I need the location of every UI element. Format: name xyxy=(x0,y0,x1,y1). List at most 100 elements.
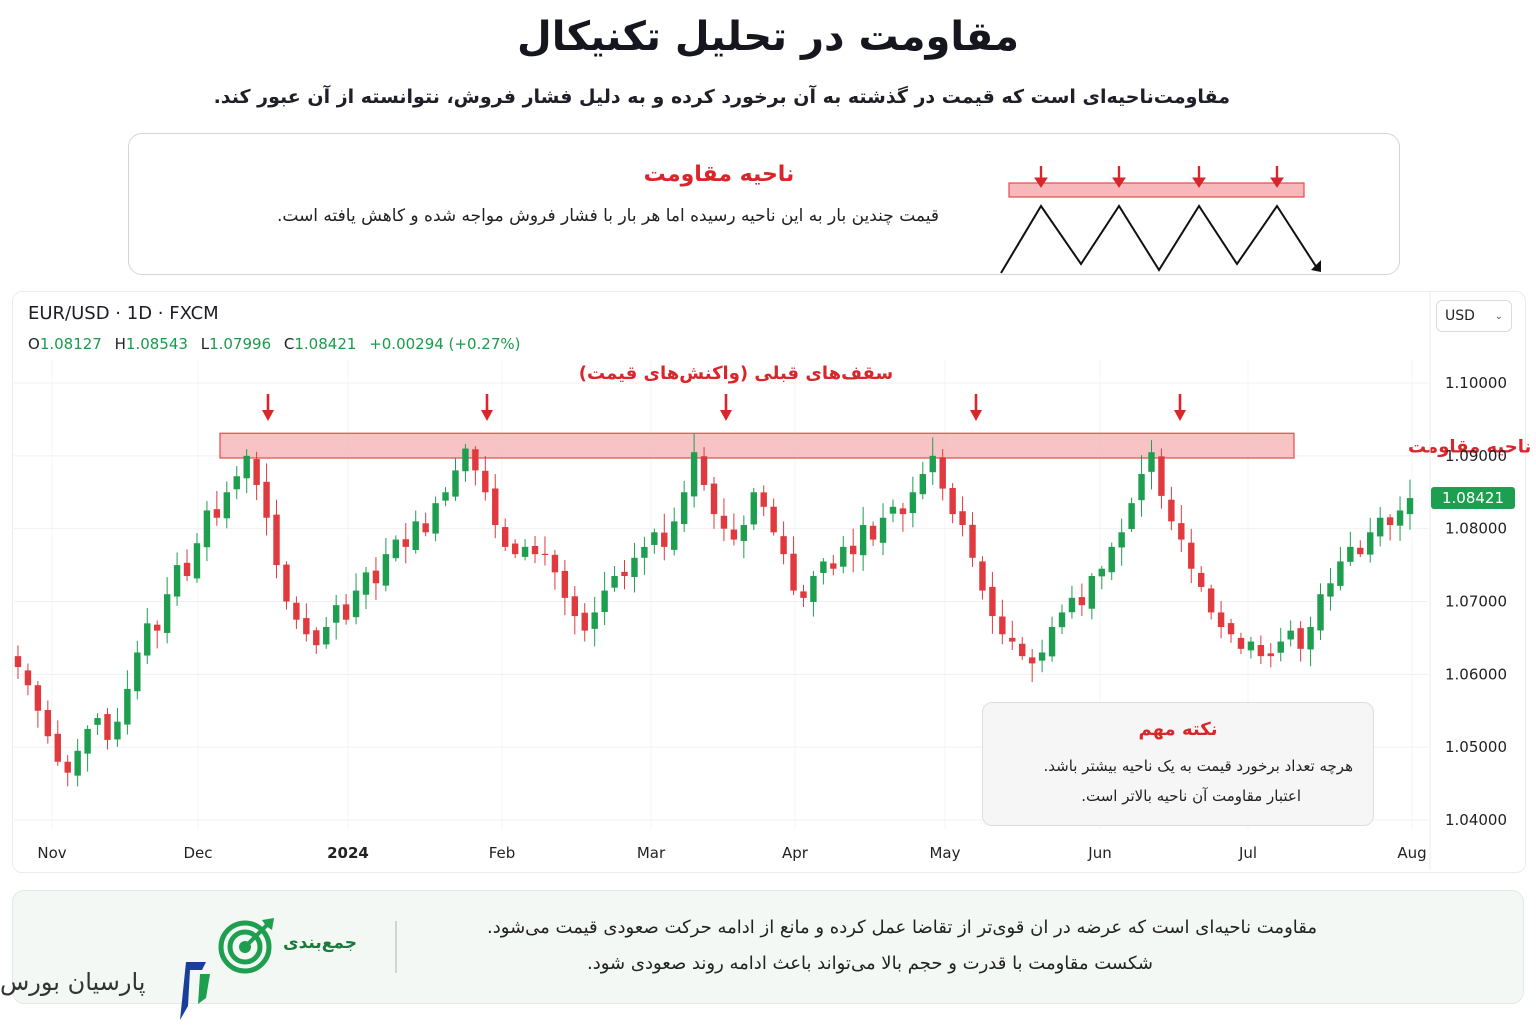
candle xyxy=(1078,583,1086,616)
candle-body xyxy=(462,448,469,472)
open-label: O xyxy=(28,335,40,353)
candle xyxy=(442,487,449,507)
candle-body xyxy=(750,492,757,525)
candle-body xyxy=(342,604,350,620)
candle xyxy=(690,433,698,508)
candle xyxy=(74,738,81,787)
candle xyxy=(1009,620,1016,650)
peak-arrow-icon xyxy=(970,394,982,421)
candle-body xyxy=(979,561,986,591)
candle-body xyxy=(1068,597,1076,613)
candle-body xyxy=(1287,630,1294,640)
currency-select[interactable]: USD ⌄ xyxy=(1436,300,1512,332)
candle xyxy=(611,566,618,592)
candle xyxy=(511,539,519,559)
x-tick-label: Nov xyxy=(37,844,66,862)
candle xyxy=(253,451,260,501)
candle xyxy=(1307,616,1314,667)
candle xyxy=(1138,455,1145,517)
candle-body xyxy=(1307,626,1314,650)
candle-body xyxy=(611,576,618,588)
candle xyxy=(1277,627,1284,662)
candle xyxy=(1038,639,1046,673)
candle xyxy=(323,617,330,649)
candle xyxy=(134,640,141,700)
candle xyxy=(720,498,728,542)
diagram-zone xyxy=(1008,182,1305,198)
candle-body xyxy=(621,571,628,577)
candle-body xyxy=(720,515,728,529)
axes: 1.10000 1.09000 1.08000 1.07000 1.06000 1.050… xyxy=(37,292,1515,870)
candle-body xyxy=(1227,623,1235,635)
candle xyxy=(959,496,966,537)
candle-body xyxy=(531,545,539,555)
candle xyxy=(790,536,797,596)
x-tick-label: Feb xyxy=(489,844,516,862)
candle-body xyxy=(1337,561,1344,586)
candle xyxy=(979,556,986,600)
candle-body xyxy=(651,532,658,545)
candle xyxy=(800,584,807,608)
candle-body xyxy=(830,563,837,569)
candle-body xyxy=(1128,503,1135,530)
candle-body xyxy=(810,576,817,602)
candle xyxy=(482,456,489,501)
candle xyxy=(740,515,748,559)
candle-body xyxy=(1396,510,1404,526)
candle-body xyxy=(44,709,52,737)
candle xyxy=(1128,497,1135,532)
candle xyxy=(1267,643,1274,668)
candle-body xyxy=(84,728,91,754)
candle xyxy=(1028,648,1036,682)
candle xyxy=(621,560,628,590)
candle-body xyxy=(641,546,648,558)
candle xyxy=(402,523,409,564)
candle xyxy=(1068,585,1076,619)
candle-body xyxy=(1158,456,1165,496)
candle-body xyxy=(949,488,956,515)
candle-body xyxy=(74,750,81,776)
candle xyxy=(1108,542,1115,581)
summary-divider xyxy=(395,921,397,973)
candle-body xyxy=(313,630,320,646)
candle-body xyxy=(1168,499,1175,522)
candle xyxy=(163,577,171,644)
candle xyxy=(601,571,608,626)
candle xyxy=(412,510,419,554)
candle xyxy=(551,550,559,590)
candle xyxy=(213,490,221,526)
candle xyxy=(1198,566,1205,592)
candle-body xyxy=(492,488,499,526)
candle xyxy=(1178,505,1185,553)
candle-body xyxy=(243,455,250,479)
candle xyxy=(820,558,827,585)
candle xyxy=(1098,565,1105,590)
candle xyxy=(1188,528,1195,583)
candle-body xyxy=(919,474,926,495)
candle xyxy=(124,670,131,735)
close-value: 1.08421 xyxy=(294,335,357,353)
x-tick-label: 2024 xyxy=(327,844,369,862)
page-title: مقاومت در تحلیل تکنیکال xyxy=(516,14,1019,60)
candle-body xyxy=(889,506,897,514)
candle xyxy=(313,627,320,654)
last-price-value: 1.08421 xyxy=(1442,489,1504,507)
candle xyxy=(492,474,499,539)
candle-body xyxy=(671,521,678,550)
candle-body xyxy=(770,506,777,533)
diagram-arrow-head-icon xyxy=(1311,260,1321,272)
candle xyxy=(263,463,270,536)
candle xyxy=(919,461,926,500)
chevron-down-icon: ⌄ xyxy=(1494,310,1503,322)
candle-body xyxy=(1257,645,1265,657)
candle xyxy=(850,528,857,573)
candle-body xyxy=(1347,546,1354,562)
last-price-tag: 1.08421 xyxy=(1431,487,1515,510)
candle xyxy=(1367,517,1374,563)
price-chart[interactable]: ناحیه مقاومت سقف‌های قبلی (واکنش‌های قیمت… xyxy=(0,0,1536,880)
candle-body xyxy=(173,565,181,597)
candle xyxy=(332,594,340,640)
candle-body xyxy=(154,624,161,631)
candle-body xyxy=(382,554,390,586)
x-tick-label: Dec xyxy=(183,844,212,862)
